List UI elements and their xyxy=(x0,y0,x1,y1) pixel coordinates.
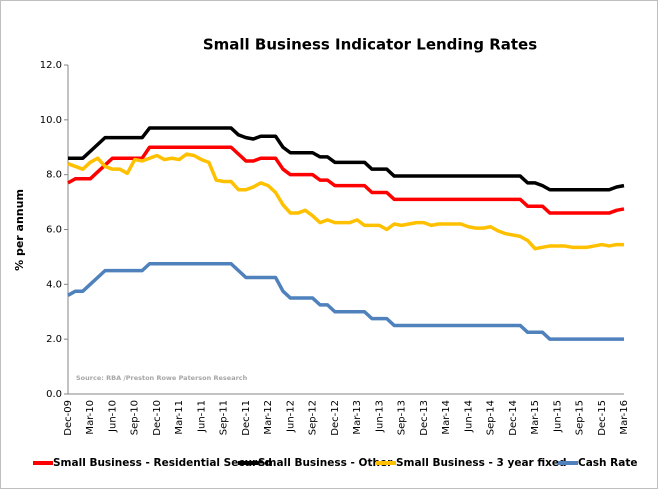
x-tick-label: Sep-15 xyxy=(575,400,586,435)
x-tick-label: Sep-11 xyxy=(219,400,230,435)
x-tick-label: Dec-09 xyxy=(63,400,74,436)
legend-label: Small Business - Residential Secured xyxy=(53,457,272,469)
x-tick-label: Dec-14 xyxy=(508,400,519,436)
y-tick-label: 0.0 xyxy=(46,389,62,400)
legend-label: Cash Rate xyxy=(578,457,637,469)
y-tick-label: 6.0 xyxy=(46,225,62,236)
series-line xyxy=(68,126,625,192)
y-tick-label: 8.0 xyxy=(46,170,62,181)
x-tick-label: Mar-15 xyxy=(530,400,541,435)
x-tick-label: Sep-14 xyxy=(486,400,497,435)
chart-title: Small Business Indicator Lending Rates xyxy=(203,36,537,54)
x-tick-label: Sep-10 xyxy=(130,400,141,435)
x-tick-label: Jun-15 xyxy=(552,400,563,433)
x-tick-label: Sep-13 xyxy=(397,400,408,435)
x-tick-label: Jun-10 xyxy=(107,400,118,433)
legend-label: Small Business - Other xyxy=(258,457,393,469)
x-tick-label: Dec-15 xyxy=(597,400,608,436)
source-note: Source: RBA /Preston Rowe Paterson Resea… xyxy=(76,374,248,382)
series-line xyxy=(67,152,624,251)
x-tick-label: Dec-10 xyxy=(152,400,163,436)
x-tick-label: Sep-12 xyxy=(308,400,319,435)
x-tick-label: Mar-12 xyxy=(263,400,274,435)
x-tick-label: Dec-12 xyxy=(330,400,341,436)
x-tick-label: Dec-11 xyxy=(241,400,252,436)
x-tick-label: Mar-11 xyxy=(174,400,185,435)
y-tick-label: 2.0 xyxy=(46,334,62,345)
x-tick-label: Dec-13 xyxy=(419,400,430,436)
y-tick-label: 12.0 xyxy=(40,60,62,71)
series-line xyxy=(67,145,625,215)
x-tick-label: Mar-13 xyxy=(352,400,363,435)
x-tick-label: Mar-16 xyxy=(619,400,630,435)
y-tick-label: 4.0 xyxy=(46,279,62,290)
x-tick-label: Jun-14 xyxy=(463,400,474,433)
x-tick-label: Mar-10 xyxy=(85,400,96,435)
x-tick-label: Jun-11 xyxy=(196,400,207,433)
legend-label: Small Business - 3 year fixed xyxy=(396,457,567,469)
y-axis-label: % per annum xyxy=(13,189,26,271)
series-line xyxy=(67,262,624,341)
x-tick-label: Jun-12 xyxy=(285,400,296,433)
x-tick-label: Jun-13 xyxy=(374,400,385,433)
y-tick-label: 10.0 xyxy=(40,115,62,126)
x-tick-label: Mar-14 xyxy=(441,400,452,435)
